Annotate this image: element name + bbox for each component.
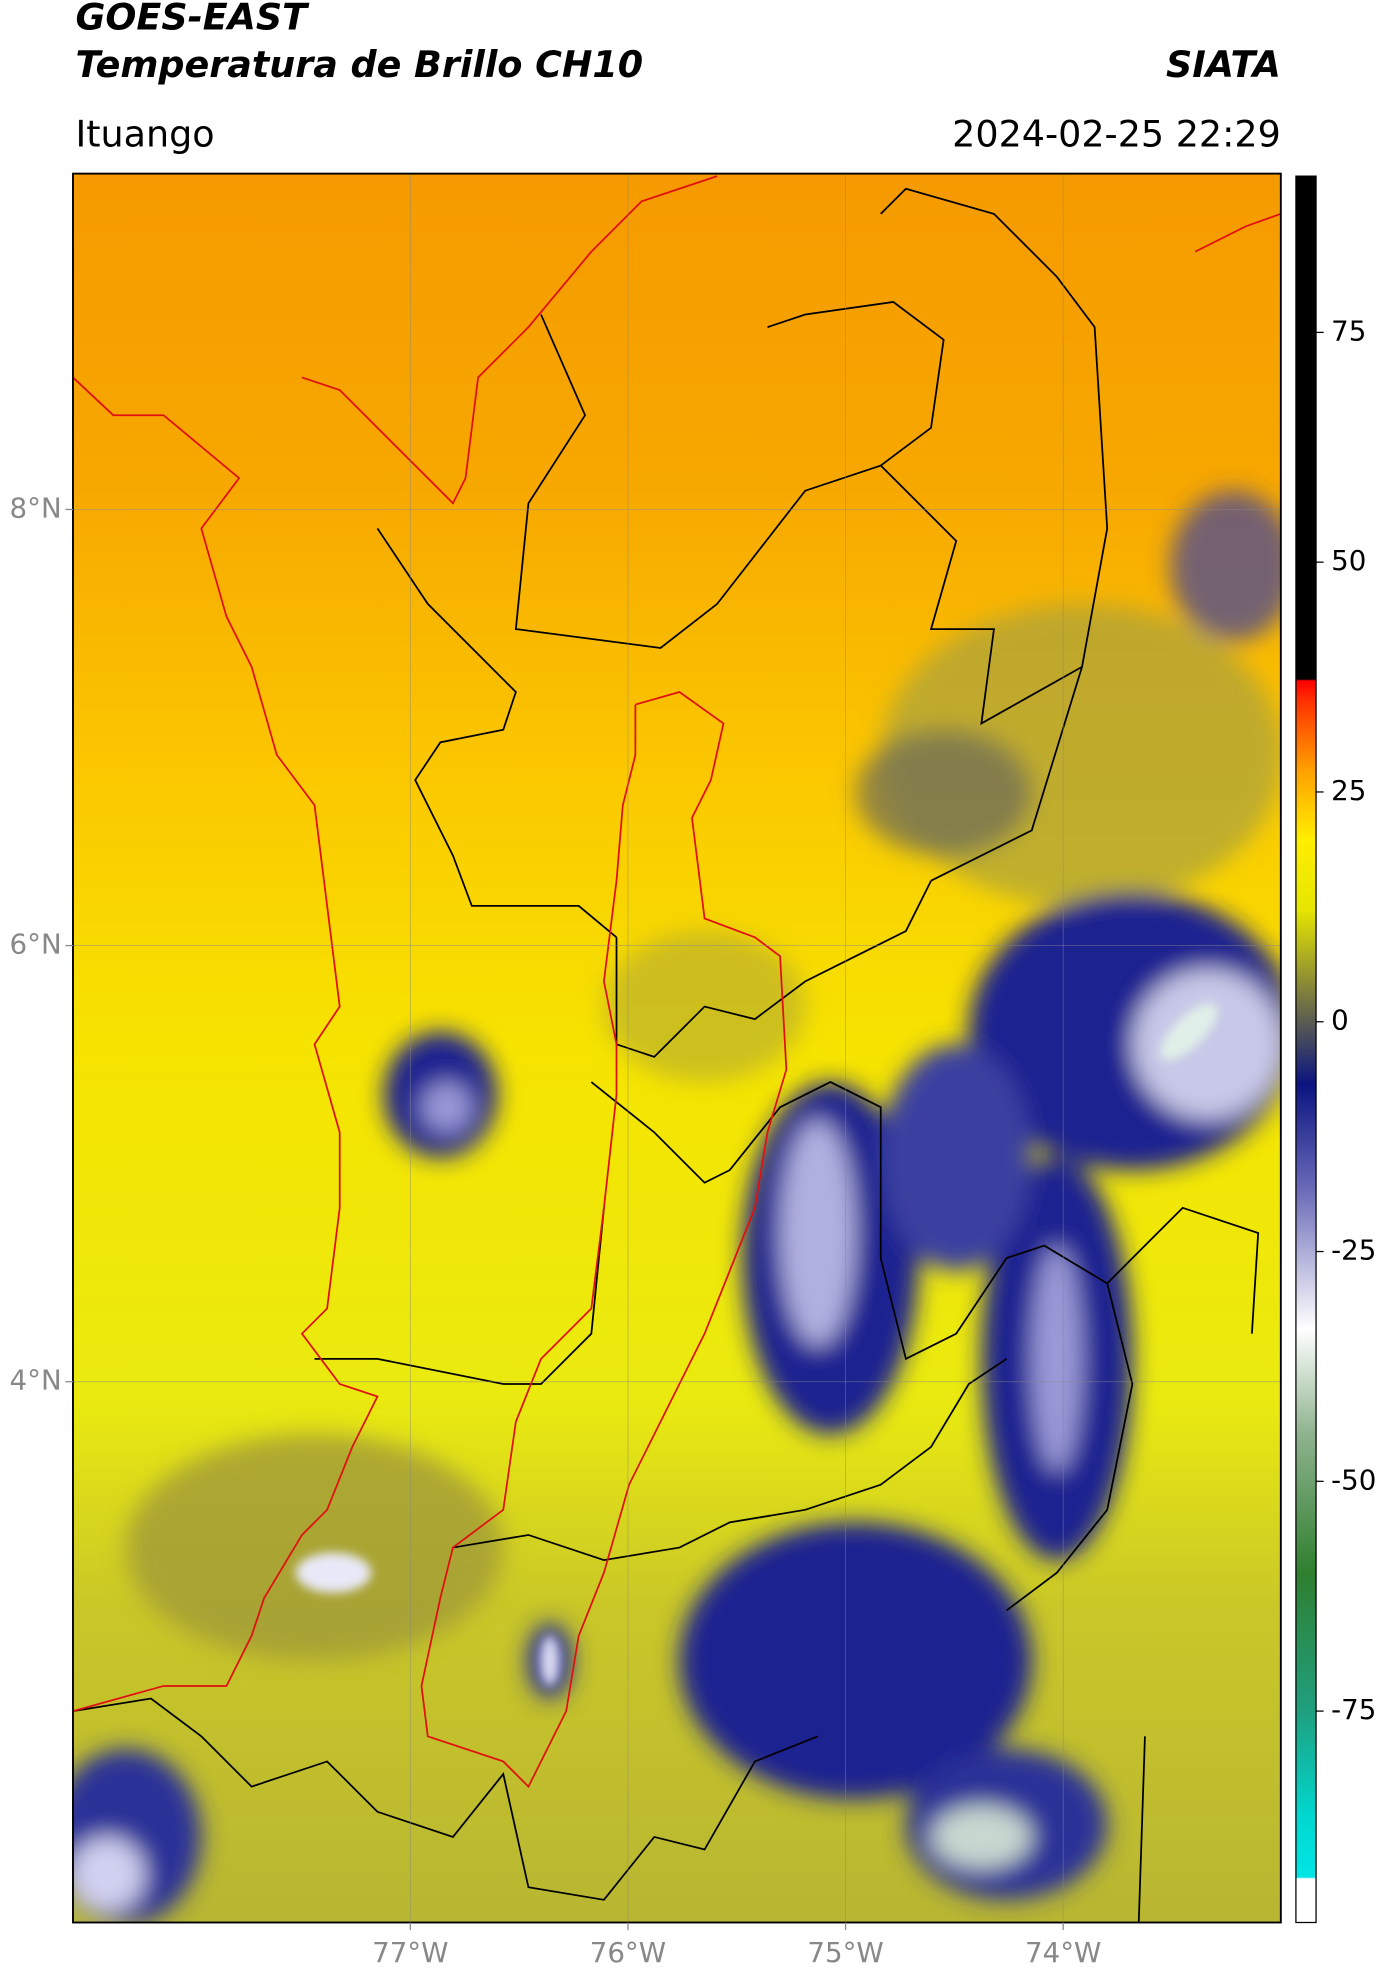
subtitle: Temperatura de Brillo CH10 bbox=[75, 43, 643, 86]
colorbar-tick-label: -50 bbox=[1331, 1463, 1376, 1496]
colorbar-tick-label: 50 bbox=[1331, 544, 1366, 577]
x-tick-label: 74°W bbox=[1025, 1936, 1101, 1969]
map bbox=[72, 173, 1281, 1923]
title: GOES-EAST bbox=[75, 0, 310, 38]
y-tick-label: 6°N bbox=[10, 928, 62, 961]
colorbar bbox=[1295, 175, 1317, 1924]
x-tick-label: 76°W bbox=[590, 1936, 666, 1969]
brand: SIATA bbox=[1166, 43, 1281, 86]
datetime: 2024-02-25 22:29 bbox=[952, 112, 1281, 155]
cloud-cores bbox=[295, 1002, 1218, 1686]
colorbar-tick-label: 25 bbox=[1331, 774, 1366, 807]
y-tick-label: 4°N bbox=[10, 1364, 62, 1397]
colorbar-tick-label: 0 bbox=[1331, 1004, 1349, 1037]
x-tick-label: 77°W bbox=[372, 1936, 448, 1969]
colorbar-tick-label: -75 bbox=[1331, 1693, 1376, 1726]
colorbar-tick-label: -25 bbox=[1331, 1234, 1376, 1267]
map-frame bbox=[72, 172, 1282, 1924]
y-tick-label: 8°N bbox=[10, 491, 62, 524]
colorbar-tick-label: 75 bbox=[1331, 314, 1366, 347]
grid bbox=[72, 173, 1281, 1923]
cloud-field bbox=[72, 490, 1281, 1923]
location: Ituango bbox=[75, 112, 214, 155]
admin-boundaries bbox=[72, 187, 1260, 1923]
x-tick-label: 75°W bbox=[807, 1936, 883, 1969]
coastline-and-basin bbox=[72, 175, 1281, 1789]
